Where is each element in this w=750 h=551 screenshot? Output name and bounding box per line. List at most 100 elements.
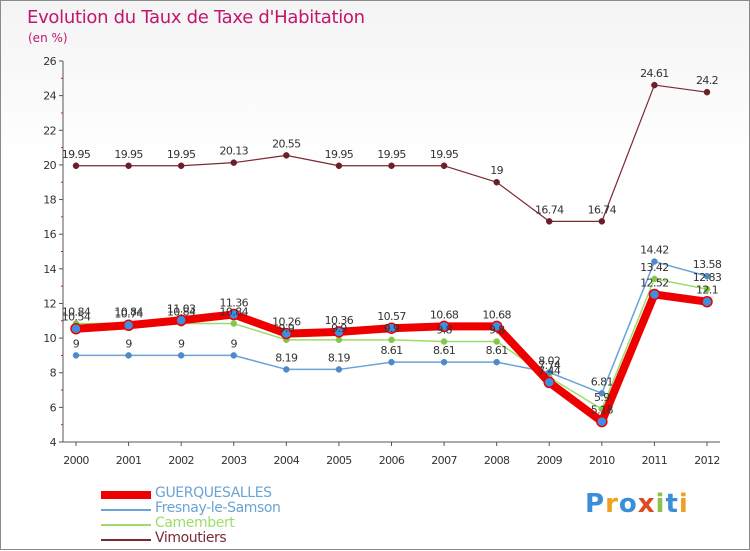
- data-label: 19.95: [62, 148, 91, 161]
- data-label: 10.84: [114, 306, 143, 319]
- y-tick-label: 6: [50, 401, 57, 414]
- data-label: 13.42: [640, 261, 669, 274]
- logo-letter: t: [665, 489, 679, 519]
- data-label: 10.54: [62, 311, 91, 324]
- data-label: 9: [125, 337, 132, 350]
- data-label: 8.19: [328, 351, 351, 364]
- data-label: 12.83: [693, 271, 722, 284]
- legend-swatch: [101, 509, 151, 511]
- logo-letter: i: [678, 489, 689, 519]
- data-label: 14.42: [640, 244, 669, 257]
- data-label: 10.57: [377, 310, 406, 323]
- x-tick-label: 2010: [589, 454, 615, 467]
- series-point-3: [283, 152, 290, 159]
- x-tick-label: 2003: [221, 454, 247, 467]
- logo-letter: i: [655, 489, 666, 519]
- legend-swatch: [101, 491, 151, 499]
- data-label: 6.81: [591, 375, 613, 388]
- legend-label: Vimoutiers: [155, 530, 227, 546]
- data-label: 11.36: [220, 297, 249, 310]
- logo-letter: r: [605, 489, 619, 519]
- data-label: 24.2: [696, 74, 718, 87]
- series-point-0: [175, 314, 187, 327]
- series-point-0: [438, 320, 450, 333]
- series-point-1: [388, 358, 395, 366]
- data-label: 19: [490, 164, 503, 177]
- data-label: 9.9: [278, 322, 294, 335]
- data-label: 7.44: [538, 364, 561, 377]
- series-point-3: [335, 162, 343, 170]
- series-point-1: [125, 352, 132, 359]
- series-point-1: [283, 366, 290, 373]
- data-label: 19.95: [167, 148, 196, 161]
- series-point-2: [703, 285, 711, 293]
- y-tick-label: 22: [43, 124, 56, 137]
- series-point-3: [440, 162, 448, 170]
- data-label: 8.61: [380, 344, 402, 357]
- series-point-1: [493, 358, 500, 366]
- series-point-3: [230, 159, 237, 166]
- series-point-0: [596, 415, 608, 428]
- series-point-1: [72, 352, 80, 359]
- series-point-2: [388, 336, 395, 344]
- series-point-0: [385, 322, 398, 334]
- data-label: 10.84: [220, 306, 249, 319]
- data-label: 11.03: [167, 302, 196, 315]
- x-tick-label: 2002: [168, 454, 194, 467]
- series-point-2: [651, 275, 658, 283]
- series-point-0: [122, 319, 135, 332]
- series-point-3: [493, 178, 500, 186]
- series-point-3: [125, 162, 132, 170]
- y-tick-label: 20: [43, 159, 56, 172]
- legend-label: Camembert: [155, 515, 235, 531]
- y-tick-label: 18: [43, 194, 56, 207]
- data-label: 19.95: [325, 148, 354, 161]
- data-label: 13.58: [693, 258, 722, 271]
- data-label: 8.61: [486, 344, 508, 357]
- x-tick-label: 2001: [116, 454, 142, 467]
- data-label: 12.1: [696, 284, 718, 297]
- chart-title: Evolution du Taux de Taxe d'Habitation: [27, 7, 365, 28]
- data-label: 9: [178, 337, 185, 350]
- x-tick-label: 2000: [63, 454, 89, 467]
- y-tick-label: 12: [43, 297, 56, 310]
- series-point-2: [440, 338, 448, 345]
- series-point-3: [703, 88, 711, 96]
- data-label: 10.84: [167, 306, 196, 319]
- x-tick-label: 2007: [431, 454, 457, 467]
- data-label: 12.52: [640, 276, 669, 289]
- data-label: 7.74: [538, 359, 561, 372]
- y-tick-label: 8: [50, 367, 57, 380]
- data-label: 20.55: [272, 137, 301, 150]
- data-label: 20.13: [220, 145, 249, 158]
- series-point-3: [177, 162, 185, 170]
- data-label: 10.84: [62, 306, 91, 319]
- series-point-1: [703, 272, 711, 280]
- x-tick-label: 2006: [379, 454, 405, 467]
- y-tick-label: 24: [43, 90, 56, 103]
- series-point-3: [651, 81, 658, 89]
- x-tick-label: 2005: [326, 454, 352, 467]
- legend-swatch: [101, 524, 151, 526]
- data-label: 9: [231, 337, 238, 350]
- logo-letter: x: [637, 489, 656, 519]
- data-label: 9.8: [489, 324, 505, 337]
- series-point-0: [543, 376, 555, 389]
- data-label: 8.19: [275, 351, 298, 364]
- data-label: 10.26: [272, 316, 301, 329]
- series-point-2: [230, 320, 237, 327]
- x-tick-label: 2004: [274, 454, 300, 467]
- series-point-1: [598, 390, 606, 397]
- data-label: 10.74: [114, 307, 143, 320]
- y-tick-label: 26: [43, 55, 56, 68]
- series-point-0: [280, 327, 293, 340]
- legend-label: GUERQUESALLES: [155, 485, 272, 501]
- data-label: 9.9: [331, 322, 347, 335]
- data-label: 9: [73, 337, 80, 350]
- data-label: 9.9: [384, 322, 400, 335]
- legend-label: Fresnay-le-Samson: [155, 500, 281, 516]
- data-label: 10.36: [325, 314, 354, 327]
- data-label: 10.68: [430, 308, 459, 321]
